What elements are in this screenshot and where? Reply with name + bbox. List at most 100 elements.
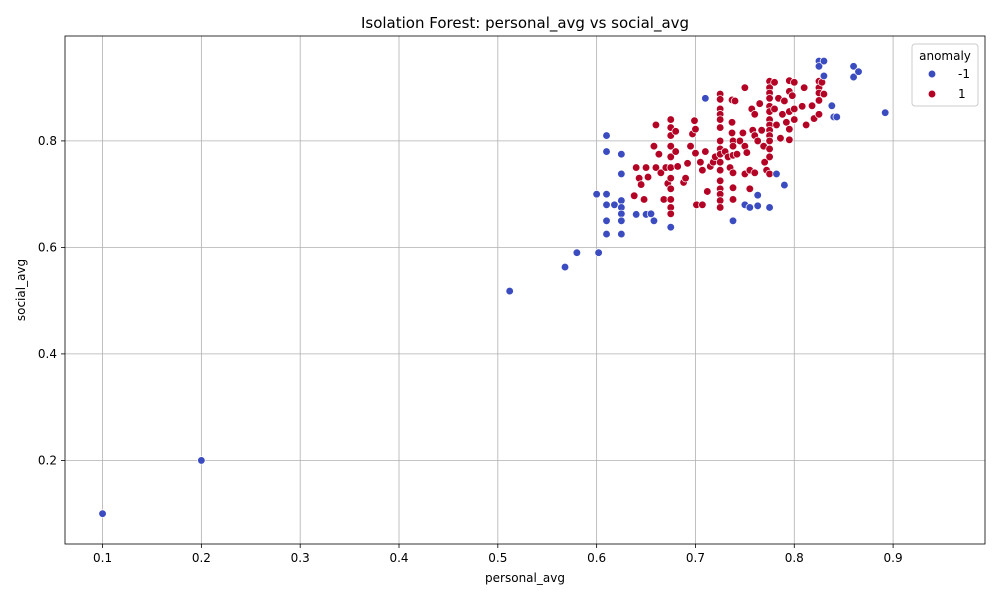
legend-label-neg1: -1	[958, 67, 970, 81]
normal-point	[649, 142, 659, 151]
x-tick-label: 0.3	[291, 551, 310, 565]
normal-point	[727, 118, 737, 127]
normal-point	[698, 200, 707, 209]
y-tick-label: 0.2	[38, 453, 57, 467]
normal-point	[641, 163, 651, 172]
normal-point	[728, 195, 738, 204]
normal-point	[643, 172, 653, 182]
anomaly-point	[666, 223, 675, 232]
x-axis-ticks: 0.1 0.2 0.3 0.4 0.5 0.6 0.7 0.8 0.9	[93, 544, 903, 565]
normal-point	[765, 144, 774, 154]
anomaly-point	[98, 509, 107, 518]
normal-point	[666, 174, 675, 183]
x-tick-label: 0.1	[93, 551, 112, 565]
normal-point	[716, 95, 725, 104]
normal-point	[790, 104, 799, 114]
anomaly-point	[772, 169, 781, 179]
normal-point	[666, 195, 675, 204]
anomaly-point	[617, 196, 626, 205]
anomaly-point	[617, 216, 626, 225]
normal-point	[666, 163, 675, 172]
anomaly-point	[819, 71, 829, 81]
normal-point	[681, 174, 690, 183]
anomaly-point	[854, 67, 863, 76]
normal-point	[778, 110, 787, 119]
normal-point	[755, 99, 764, 108]
anomaly-point	[632, 210, 641, 219]
normal-point	[716, 176, 725, 185]
normal-point	[738, 128, 748, 138]
normal-point	[683, 159, 692, 168]
normal-point	[798, 102, 807, 111]
normal-point	[800, 83, 809, 92]
anomaly-point	[753, 201, 762, 211]
anomaly-point	[728, 216, 738, 225]
normal-point	[666, 152, 675, 162]
normal-point	[690, 116, 699, 125]
anomaly-point	[505, 286, 514, 296]
plot-frame	[64, 35, 986, 545]
anomaly-point	[610, 200, 619, 209]
anomaly-point	[617, 229, 626, 239]
normal-point	[807, 101, 817, 110]
normal-point	[651, 163, 661, 172]
anomaly-point	[701, 94, 710, 103]
anomaly-point	[646, 209, 656, 219]
normal-point	[765, 94, 774, 103]
anomaly-point	[849, 72, 858, 82]
normal-point	[666, 115, 675, 124]
normal-point	[785, 135, 794, 144]
anomaly-point	[753, 191, 762, 200]
legend-marker-1	[927, 89, 937, 99]
anomaly-point	[881, 108, 890, 117]
anomaly-point	[617, 169, 626, 179]
anomaly-point	[827, 101, 836, 110]
normal-point	[735, 136, 745, 146]
legend-box	[911, 43, 979, 107]
x-tick-label: 0.8	[785, 551, 804, 565]
normal-point	[801, 120, 811, 130]
normal-point	[639, 195, 649, 204]
x-tick-label: 0.7	[686, 551, 705, 565]
normal-point	[666, 209, 675, 219]
normal-point	[691, 148, 700, 158]
normal-point	[691, 125, 700, 134]
normal-point	[656, 168, 666, 178]
x-tick-label: 0.5	[488, 551, 507, 565]
normal-point	[671, 147, 680, 156]
x-axis-label: personal_avg	[485, 571, 565, 585]
legend-label-1: 1	[958, 87, 966, 101]
y-tick-label: 0.8	[38, 134, 57, 148]
x-tick-label: 0.6	[587, 551, 606, 565]
anomaly-point	[819, 56, 829, 66]
normal-point	[819, 89, 829, 99]
anomaly-point	[560, 262, 570, 272]
normal-point	[659, 195, 668, 204]
normal-point	[696, 158, 705, 167]
x-tick-label: 0.2	[192, 551, 211, 565]
anomaly-point	[849, 62, 858, 71]
x-tick-label: 0.9	[884, 551, 903, 565]
normal-point	[742, 148, 751, 157]
normal-point	[814, 110, 824, 119]
normal-point	[636, 180, 646, 189]
y-axis-ticks: 0.2 0.4 0.6 0.8	[38, 134, 65, 467]
normal-point	[716, 203, 725, 212]
normal-point	[780, 96, 789, 106]
normal-point	[730, 96, 740, 106]
y-tick-label: 0.4	[38, 347, 57, 361]
normal-point	[732, 150, 742, 159]
normal-point	[790, 115, 799, 124]
normal-point	[698, 166, 707, 175]
legend-title: anomaly	[919, 49, 971, 63]
normal-point	[716, 158, 725, 167]
normal-point	[750, 168, 759, 178]
normal-point	[776, 134, 785, 143]
y-axis-label: social_avg	[14, 259, 28, 321]
data-points	[98, 56, 890, 518]
normal-point	[765, 152, 774, 162]
anomaly-point	[572, 248, 582, 257]
normal-point	[770, 78, 779, 87]
normal-point	[716, 136, 725, 146]
normal-point	[788, 91, 797, 100]
